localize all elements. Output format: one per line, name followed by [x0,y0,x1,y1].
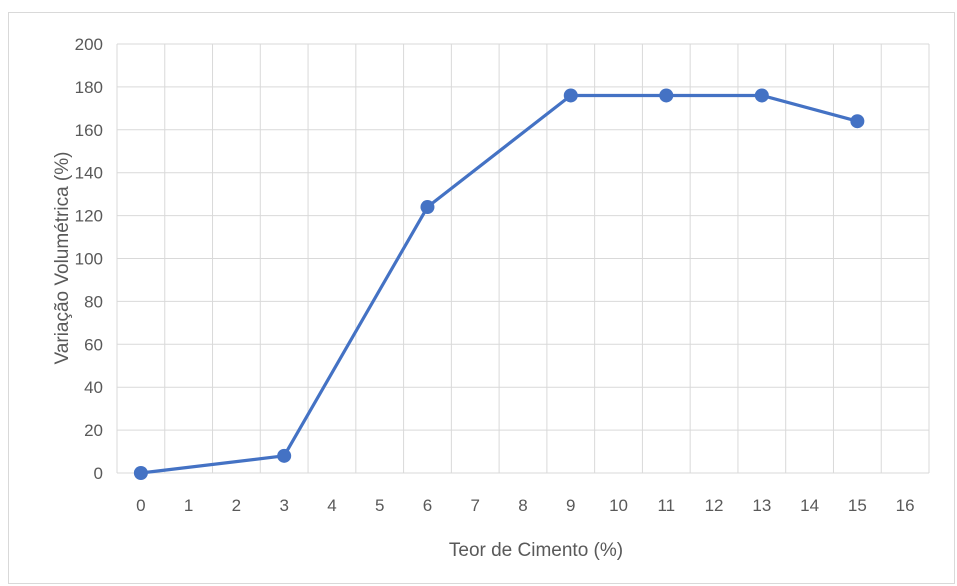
y-tick-label: 60 [84,335,103,354]
x-tick-label: 4 [327,496,336,515]
data-point [754,88,769,103]
x-tick-label: 15 [848,496,867,515]
y-axis-title: Variação Volumétrica (%) [52,152,73,365]
chart-frame [8,12,955,584]
x-tick-label: 5 [375,496,384,515]
x-tick-label: 16 [896,496,915,515]
data-point [133,466,148,480]
data-point [850,114,865,129]
series-layer [133,88,865,480]
x-tick-label: 14 [800,496,819,515]
x-tick-label: 9 [566,496,575,515]
x-tick-label: 1 [184,496,193,515]
x-tick-label: 6 [423,496,432,515]
data-point [420,200,435,215]
data-point [563,88,578,103]
x-tick-label: 0 [136,496,145,515]
x-axis-title: Teor de Cimento (%) [449,540,623,561]
data-point [277,448,292,463]
x-tick-label: 10 [609,496,628,515]
y-tick-label: 180 [75,78,103,97]
x-tick-label: 8 [518,496,527,515]
y-tick-label: 20 [84,421,103,440]
x-tick-label: 2 [232,496,241,515]
y-axis: 0 20 40 60 80 100 120 140 160 180 200 [75,35,103,483]
y-tick-label: 120 [75,207,103,226]
y-tick-label: 140 [75,164,103,183]
y-tick-label: 80 [84,292,103,311]
y-tick-label: 200 [75,35,103,54]
x-tick-label: 11 [657,496,675,515]
x-tick-label: 7 [471,496,480,515]
y-tick-label: 160 [75,121,103,140]
x-tick-label: 3 [279,496,288,515]
x-axis: 0 1 2 3 4 5 6 7 8 9 10 11 12 13 14 15 16 [136,496,914,515]
y-tick-label: 100 [75,250,103,269]
y-tick-label: 40 [84,378,103,397]
x-tick-label: 13 [752,496,771,515]
data-point [659,88,674,103]
x-tick-label: 12 [705,496,724,515]
y-tick-label: 0 [94,464,103,483]
